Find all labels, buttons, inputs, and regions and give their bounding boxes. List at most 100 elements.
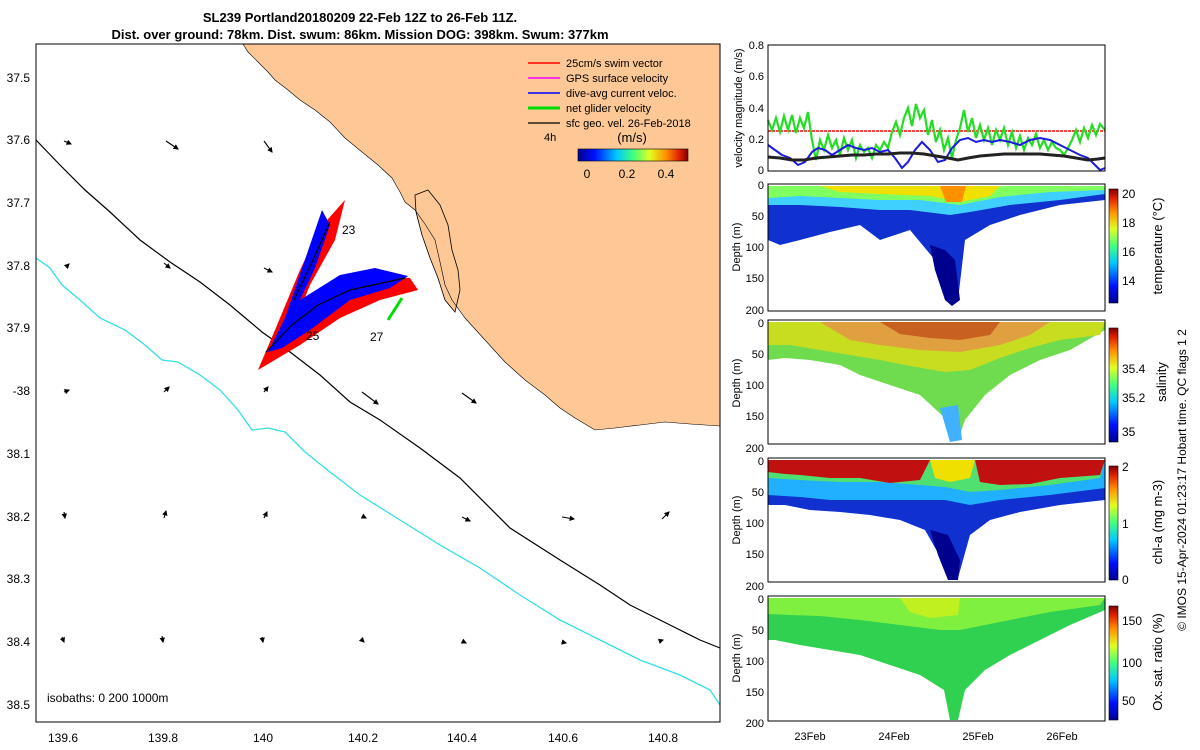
depth-label: Depth (m): [731, 359, 743, 408]
depth-tick: 200: [746, 443, 764, 455]
legend-geo-velocity: sfc geo. vel. 26-Feb-2018: [566, 118, 691, 130]
chla-section: [767, 457, 1119, 583]
depth-tick: 0: [758, 456, 764, 468]
lat-tick: 37.9: [7, 321, 31, 335]
colorbar-tick: 0.2: [619, 167, 636, 181]
lon-tick: 140: [253, 731, 273, 745]
lat-tick: 37.7: [7, 196, 31, 210]
isobath-200m: [35, 139, 721, 649]
oxygen-tick: 50: [1122, 694, 1136, 708]
depth-tick: 50: [752, 487, 764, 499]
plot-title-line2: Dist. over ground: 78km. Dist. swum: 86k…: [111, 27, 609, 42]
temperature-label: temperature (°C): [1150, 198, 1165, 295]
depth-label: Depth (m): [731, 223, 743, 272]
depth-tick: 200: [746, 718, 764, 730]
depth-tick: 50: [752, 625, 764, 637]
velocity-ytick: 0: [758, 165, 764, 177]
lon-tick: 140.8: [648, 731, 678, 745]
colorbar-tick: 0: [584, 167, 591, 181]
depth-tick: 200: [746, 305, 764, 317]
legend-current: dive-avg current veloc.: [566, 88, 677, 100]
depth-tick: 100: [746, 380, 764, 392]
salinity-tick: 35.4: [1122, 362, 1146, 376]
lat-tick: 38.2: [7, 510, 31, 524]
colorbar-tick: 0.4: [658, 167, 675, 181]
chla-tick: 1: [1122, 517, 1129, 531]
time-axis: 23Feb 24Feb 25Feb 26Feb: [794, 731, 1077, 743]
time-tick: 25Feb: [962, 731, 993, 743]
lon-tick: 140.2: [348, 731, 378, 745]
day-label-25: 25: [306, 329, 320, 343]
legend-swim-vector: 25cm/s swim vector: [566, 58, 663, 70]
velocity-ylabel: velocity magnitude (m/s): [733, 48, 745, 167]
lat-tick: 38.3: [7, 572, 31, 586]
time-tick: 26Feb: [1046, 731, 1077, 743]
lat-tick: 38.1: [7, 447, 31, 461]
map-legend: 25cm/s swim vector GPS surface velocity …: [528, 58, 691, 181]
oxygen-tick: 150: [1122, 614, 1142, 628]
lon-tick: 139.6: [48, 731, 78, 745]
lat-tick: -38: [13, 384, 31, 398]
salinity-tick: 35: [1122, 425, 1136, 439]
colorbar-labels: temperature (°C) salinity chl-a (mg m-3)…: [1150, 198, 1169, 711]
depth-labels: Depth (m) Depth (m) Depth (m) Depth (m): [731, 223, 743, 683]
depth-tick: 50: [752, 349, 764, 361]
lat-axis: 37.5 37.6 37.7 37.8 37.9 -38 38.1 38.2 3…: [7, 71, 31, 712]
depth-tick: 150: [746, 549, 764, 561]
velocity-ytick: 0.8: [749, 40, 764, 52]
lat-tick: 38.4: [7, 635, 31, 649]
land-mass: [243, 44, 720, 430]
legend-gps-velocity: GPS surface velocity: [566, 73, 669, 85]
plot-title-line1: SL239 Portland20180209 22-Feb 12Z to 26-…: [202, 10, 518, 25]
lon-tick: 140.4: [447, 731, 477, 745]
depth-tick: 200: [746, 581, 764, 593]
chla-tick: 0: [1122, 573, 1129, 587]
credit-text: © IMOS 15-Apr-2024 01:23:17 Hobart time.…: [1175, 329, 1189, 631]
oxygen-tick: 100: [1122, 656, 1142, 670]
depth-tick: 50: [752, 211, 764, 223]
depth-tick: 100: [746, 518, 764, 530]
map-panel: 23 25 27: [35, 43, 721, 723]
salinity-label: salinity: [1154, 362, 1169, 402]
depth-tick: 0: [758, 180, 764, 192]
salinity-section: [767, 319, 1119, 445]
depth-tick: 100: [746, 656, 764, 668]
oxygen-label: Ox. sat. ratio (%): [1150, 613, 1165, 711]
velocity-ytick: 0.2: [749, 134, 764, 146]
lat-tick: 37.6: [7, 133, 31, 147]
oxygen-section: [767, 595, 1119, 722]
velocity-ytick: 0.4: [749, 103, 764, 115]
day-label-23: 23: [342, 223, 356, 237]
velocity-yaxis: 0.8 0.6 0.4 0.2 0: [749, 40, 764, 177]
oxygen-colorbar: [1108, 605, 1119, 721]
depth-tick: 150: [746, 273, 764, 285]
lon-tick: 140.6: [548, 731, 578, 745]
temperature-tick: 14: [1122, 274, 1136, 288]
velocity-ytick: 0.6: [749, 71, 764, 83]
salinity-tick: 35.2: [1122, 391, 1146, 405]
depth-tick: 150: [746, 411, 764, 423]
colorbar-title: (m/s): [617, 130, 647, 145]
temperature-tick: 20: [1122, 187, 1136, 201]
depth-tick: 150: [746, 687, 764, 699]
lon-tick: 139.8: [148, 731, 178, 745]
colorbar-ticks: 20 18 16 14 35.4 35.2 35 2 1 0 150 100 5…: [1122, 187, 1146, 708]
time-tick: 24Feb: [878, 731, 909, 743]
temperature-section: [767, 183, 1119, 312]
lon-axis: 139.6 139.8 140 140.2 140.4 140.6 140.8: [48, 731, 678, 745]
isobaths-label: isobaths: 0 200 1000m: [47, 691, 168, 705]
glider-track: [265, 221, 406, 353]
time-tick: 23Feb: [794, 731, 825, 743]
sfc-geo-velocity-arrows: [59, 139, 670, 645]
net-glider-velocity-arrow: [386, 297, 404, 321]
legend-net-velocity: net glider velocity: [566, 103, 651, 115]
lat-tick: 38.5: [7, 698, 31, 712]
depth-tick: 100: [746, 242, 764, 254]
geo-velocity-line: [767, 151, 1106, 162]
chla-colorbar: [1108, 465, 1119, 581]
depth-tick: 0: [758, 318, 764, 330]
temperature-tick: 18: [1122, 216, 1136, 230]
speed-colorbar: [577, 148, 689, 162]
current-velocity-line: [767, 136, 1106, 172]
